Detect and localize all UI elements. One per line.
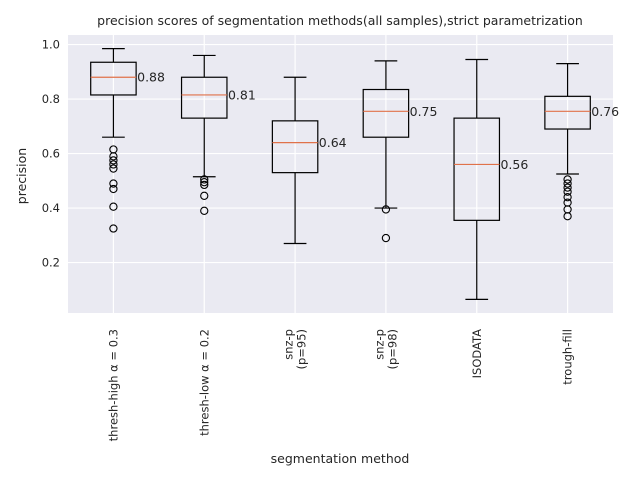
outlier-point (109, 156, 118, 165)
outlier-point (109, 179, 118, 188)
median-label: 0.56 (500, 157, 528, 172)
y-axis-label: precision (14, 148, 29, 204)
box-group: 0.88 (90, 48, 165, 233)
x-axis-ticks: thresh-high α = 0.3 thresh-low α = 0.2 snz… (106, 329, 574, 441)
plot-area (68, 35, 613, 313)
outlier-point (200, 206, 209, 215)
median-label: 0.88 (137, 70, 165, 85)
x-tick-label-line: trough-fill (561, 329, 575, 385)
box-group: 0.56 (453, 58, 528, 300)
y-tick-label: 0.2 (42, 256, 60, 270)
outlier-point (109, 160, 118, 169)
y-tick-label: 1.0 (42, 38, 60, 52)
y-axis-ticks: 0.2 0.4 0.6 0.8 1.0 (42, 38, 60, 270)
outlier-point (563, 212, 572, 221)
iqr-box (90, 61, 137, 96)
x-tick-label-line: thresh-low α = 0.2 (197, 329, 211, 436)
outlier-point (563, 187, 572, 196)
outlier-point (200, 175, 209, 184)
iqr-box (544, 95, 591, 130)
outlier-point (109, 184, 118, 194)
median-label: 0.81 (228, 87, 256, 102)
outlier-point (563, 179, 572, 188)
outlier-point (381, 233, 391, 243)
box-group: 0.75 (362, 60, 438, 243)
x-tick-label: thresh-low α = 0.2 (197, 329, 211, 436)
x-tick-label: ISODATA (470, 329, 484, 379)
box-group: 0.76 (544, 63, 619, 221)
outlier-point (200, 178, 209, 187)
outlier-point (563, 175, 572, 184)
x-tick-label: snz-p(p=98) (372, 329, 399, 370)
x-tick-label-line: thresh-high α = 0.3 (106, 329, 120, 441)
chart-title: precision scores of segmentation methods… (97, 13, 583, 28)
y-tick-label: 0.4 (42, 201, 60, 215)
box-group: 0.64 (271, 76, 347, 245)
y-tick-label: 0.6 (42, 147, 60, 161)
x-tick-label-line: (p=95) (295, 329, 309, 370)
y-tick-label: 0.8 (42, 92, 60, 106)
box-group: 0.81 (180, 54, 256, 215)
outlier-point (109, 224, 118, 233)
iqr-box (180, 76, 228, 119)
outlier-point (200, 180, 209, 190)
iqr-box (362, 88, 410, 138)
median-label: 0.75 (410, 104, 438, 119)
iqr-box (271, 120, 319, 174)
x-tick-label: snz-p(p=95) (282, 329, 309, 370)
box-series: 0.88 0.81 0.64 0.75 0.56 0.76 (90, 48, 619, 300)
outlier-point (109, 164, 118, 173)
outlier-point (563, 183, 572, 192)
x-tick-label-line: snz-p (372, 329, 386, 360)
outlier-point (200, 191, 209, 200)
median-label: 0.76 (591, 104, 619, 119)
outlier-point (109, 152, 118, 161)
iqr-box (453, 117, 501, 221)
x-tick-label-line: snz-p (282, 329, 296, 360)
outlier-point (563, 193, 572, 202)
x-tick-label: thresh-high α = 0.3 (106, 329, 120, 441)
median-label: 0.64 (319, 135, 347, 150)
x-tick-label-line: (p=98) (385, 329, 399, 370)
x-axis-label: segmentation method (271, 451, 410, 466)
x-tick-label: trough-fill (561, 329, 575, 385)
outlier-point (109, 202, 118, 211)
outlier-point (381, 205, 391, 214)
x-tick-label-line: ISODATA (470, 329, 484, 379)
